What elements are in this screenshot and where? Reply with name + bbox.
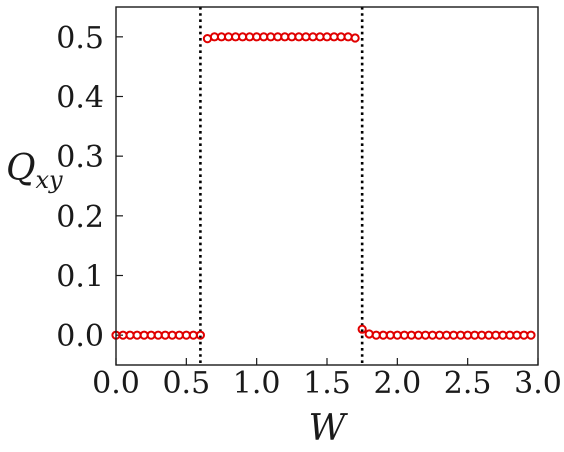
y-tick-label: 0.1: [56, 260, 104, 295]
y-axis-label-sub: xy: [36, 166, 64, 194]
y-axis-label: Qxy: [6, 148, 63, 194]
x-tick-label: 1.5: [303, 366, 351, 401]
data-point: [357, 324, 367, 334]
y-axis-label-main: Q: [6, 148, 36, 189]
x-tick-label: 0.0: [92, 366, 140, 401]
x-tick-label: 0.5: [162, 366, 210, 401]
y-tick-label: 0.4: [56, 81, 104, 116]
x-tick-label: 3.0: [514, 366, 562, 401]
y-tick-label: 0.2: [56, 200, 104, 235]
data-point: [350, 33, 360, 43]
y-tick-label: 0.0: [56, 319, 104, 354]
data-point: [195, 330, 205, 340]
x-tick-label: 2.0: [373, 366, 421, 401]
data-point: [364, 329, 374, 339]
y-tick-label: 0.5: [56, 21, 104, 56]
y-tick-label: 0.3: [56, 140, 104, 175]
data-points: [111, 32, 536, 340]
y-axis: 0.0 0.1 0.2 0.3 0.4 0.5: [56, 21, 123, 354]
x-tick-label: 1.0: [233, 366, 281, 401]
x-tick-label: 2.5: [444, 366, 492, 401]
x-axis-label: W: [308, 408, 348, 449]
vertical-lines: [199, 7, 364, 365]
x-axis: 0.0 0.5 1.0 1.5 2.0 2.5 3.0: [92, 358, 562, 401]
plot-frame: [115, 6, 539, 366]
data-point: [526, 330, 536, 340]
